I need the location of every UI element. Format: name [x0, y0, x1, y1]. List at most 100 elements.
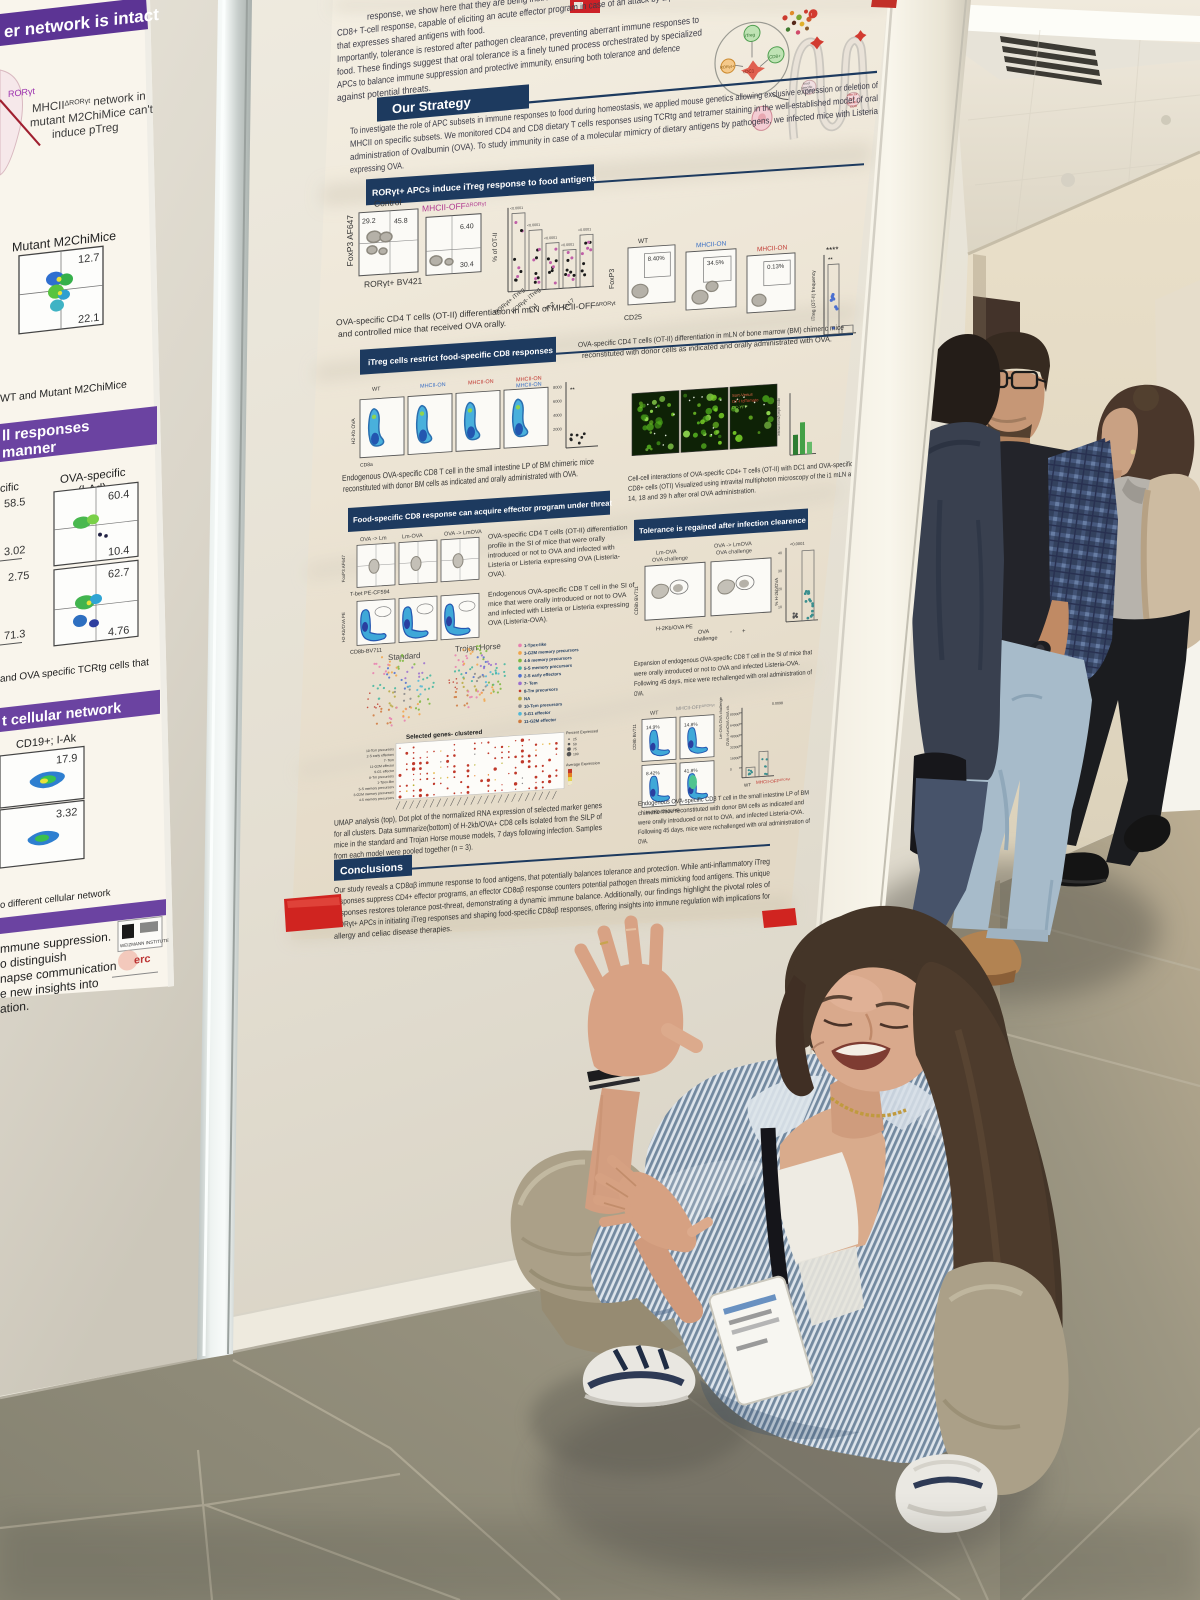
svg-text:% of OT-II: % of OT-II [492, 232, 499, 262]
svg-text:CDR: CDR [805, 89, 813, 94]
svg-text:60.4: 60.4 [108, 488, 129, 502]
svg-text:challenge: challenge [694, 635, 718, 643]
svg-text:-: - [730, 629, 732, 635]
svg-text:MHCII-ON: MHCII-ON [696, 240, 727, 249]
svg-text:64000: 64000 [730, 723, 740, 728]
svg-text:Average Expression: Average Expression [566, 761, 600, 767]
svg-text:75: 75 [573, 747, 577, 751]
svg-text:RORγt: RORγt [8, 86, 35, 99]
svg-text:interactions/lymph node: interactions/lymph node [777, 398, 781, 436]
svg-text:MHCII-ON: MHCII-ON [420, 382, 446, 390]
svg-text:CD8b BV711: CD8b BV711 [632, 723, 637, 750]
svg-text:manner: manner [2, 439, 56, 462]
svg-text:iTreg: iTreg [745, 32, 756, 38]
svg-text:45.8: 45.8 [394, 218, 408, 226]
svg-text:CD8+: CD8+ [769, 53, 781, 59]
svg-text:Standard: Standard [388, 651, 420, 662]
svg-text:CD8b-BV711: CD8b-BV711 [350, 648, 382, 656]
svg-text:4-5 memory precursors: 4-5 memory precursors [359, 796, 394, 802]
svg-text:cDC1: cDC1 [743, 68, 755, 74]
svg-text:<0.0001: <0.0001 [561, 243, 574, 248]
svg-text:<0.0001: <0.0001 [790, 541, 805, 547]
svg-text:29.2: 29.2 [362, 218, 376, 226]
svg-text:OVA (Listeria-OVA).: OVA (Listeria-OVA). [488, 616, 548, 627]
svg-text:1-Tpex-like: 1-Tpex-like [377, 780, 394, 785]
svg-text:71.3: 71.3 [4, 628, 25, 642]
svg-text:OVA -> Lm: OVA -> Lm [360, 535, 387, 543]
svg-text:<0.0001: <0.0001 [527, 223, 540, 228]
svg-text:62.7: 62.7 [108, 566, 129, 580]
svg-text:5-S memory precursors: 5-S memory precursors [524, 663, 573, 671]
svg-text:Th2: Th2 [545, 301, 557, 313]
svg-text:OVA.: OVA. [634, 690, 644, 698]
svg-text:3-G2M memory precursors: 3-G2M memory precursors [354, 790, 395, 797]
svg-text:0.0098: 0.0098 [772, 701, 783, 706]
svg-text:Th1: Th1 [528, 302, 540, 314]
svg-text:OVA -> LmOVA: OVA -> LmOVA [444, 529, 482, 538]
svg-text:MHCII-ON: MHCII-ON [516, 376, 542, 384]
svg-text:CD25: CD25 [624, 314, 642, 322]
svg-text:<0.0001: <0.0001 [544, 236, 557, 241]
svg-text:specific: specific [847, 100, 858, 105]
svg-text:WT: WT [638, 238, 648, 246]
svg-text:10-Tcm precursors: 10-Tcm precursors [524, 701, 563, 709]
svg-text:Percent Expressed: Percent Expressed [566, 729, 598, 735]
svg-text:WT: WT [650, 710, 659, 717]
svg-text:10: 10 [778, 605, 782, 609]
svg-text:80000: 80000 [730, 712, 740, 717]
svg-text:OVA challenge: OVA challenge [716, 548, 752, 556]
svg-text:Lm-OVA: Lm-OVA [402, 533, 423, 540]
svg-text:FoxP3 AF647: FoxP3 AF647 [345, 214, 355, 266]
svg-text:40: 40 [778, 551, 782, 555]
svg-text:food: food [803, 81, 810, 86]
svg-text:6000: 6000 [553, 398, 563, 404]
svg-text:9-G1 effector: 9-G1 effector [524, 710, 551, 717]
svg-text:Sort-Venus: Sort-Venus [732, 392, 753, 398]
svg-text:MHCII-OFFΔRORγt: MHCII-OFFΔRORγt [756, 777, 790, 785]
svg-text:2000: 2000 [553, 426, 563, 432]
svg-text:9-G1 effector: 9-G1 effector [374, 769, 395, 774]
svg-text:14.9%: 14.9% [646, 724, 660, 731]
svg-text:58.5: 58.5 [4, 496, 25, 510]
svg-text:CDR: CDR [850, 104, 858, 109]
svg-text:2-S early effectors: 2-S early effectors [524, 671, 562, 679]
svg-text:OVA: OVA [698, 629, 710, 636]
svg-text:8.42%: 8.42% [646, 770, 660, 777]
svg-text:RORγt+ BV421: RORγt+ BV421 [364, 276, 423, 290]
svg-text:MHCII-ON: MHCII-ON [757, 244, 788, 253]
svg-text:specific: specific [801, 85, 813, 90]
svg-text:3.32: 3.32 [56, 806, 77, 820]
svg-text:4-5 memory precursors: 4-5 memory precursors [524, 655, 572, 663]
svg-text:0.13%: 0.13% [767, 264, 785, 271]
svg-text:% H-2kb/OVA: % H-2kb/OVA [774, 578, 779, 606]
svg-text:14.8%: 14.8% [684, 722, 698, 729]
svg-text:MHCII-ON: MHCII-ON [468, 379, 494, 387]
svg-text:7- Tem: 7- Tem [384, 758, 394, 763]
svg-text:effector: effector [847, 92, 858, 97]
svg-text:RORγt+: RORγt+ [720, 63, 735, 70]
svg-text:H2-Kb OVA: H2-Kb OVA [351, 418, 357, 445]
svg-text:WT: WT [744, 782, 751, 787]
svg-text:32000: 32000 [730, 745, 740, 750]
svg-text:8-Tm precursors: 8-Tm precursors [369, 774, 394, 780]
svg-text:5-S memory precursors: 5-S memory precursors [359, 785, 395, 791]
svg-text:MHCII-ON: MHCII-ON [516, 382, 542, 390]
svg-text:12.7: 12.7 [78, 252, 99, 266]
svg-text:OVA->LmOVA OVA ch.: OVA->LmOVA OVA ch. [725, 705, 730, 746]
svg-text:H-2Kb/OVA PE: H-2Kb/OVA PE [646, 808, 680, 816]
svg-text:MHCII-OFFΔRORγt: MHCII-OFFΔRORγt [676, 703, 715, 712]
svg-text:OVA challenge: OVA challenge [652, 555, 688, 563]
svg-text:8000: 8000 [553, 384, 563, 390]
svg-text:**: ** [570, 387, 575, 393]
svg-text:Lm-OVA OVA challenge: Lm-OVA OVA challenge [718, 696, 723, 739]
svg-text:4.76: 4.76 [108, 624, 129, 638]
svg-text:4000: 4000 [553, 412, 563, 418]
svg-text:16000: 16000 [730, 756, 740, 761]
svg-text:<0.0001: <0.0001 [578, 227, 591, 232]
svg-text:OVA).: OVA). [488, 571, 506, 579]
svg-text:DC-YFP: DC-YFP [732, 404, 748, 410]
svg-text:Control: Control [374, 197, 401, 209]
svg-text:****: **** [826, 245, 838, 255]
svg-text:Our Strategy: Our Strategy [392, 94, 471, 116]
svg-text:OVA.: OVA. [638, 838, 648, 846]
